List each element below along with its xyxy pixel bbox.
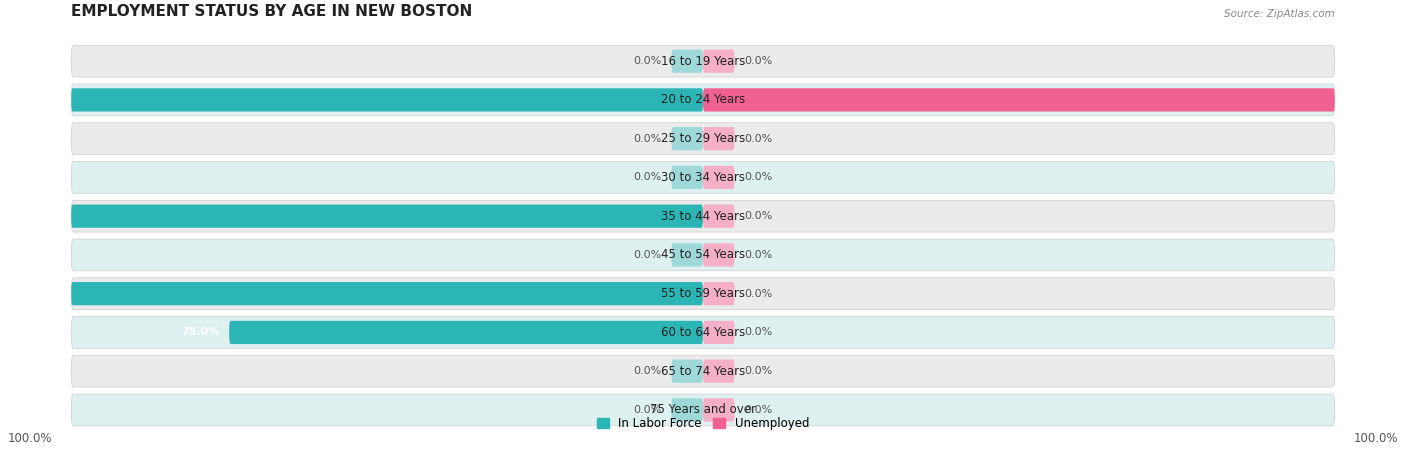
- FancyBboxPatch shape: [672, 398, 703, 422]
- FancyBboxPatch shape: [72, 316, 1334, 348]
- FancyBboxPatch shape: [72, 88, 703, 112]
- Text: 20 to 24 Years: 20 to 24 Years: [661, 94, 745, 106]
- FancyBboxPatch shape: [703, 50, 734, 73]
- Text: 0.0%: 0.0%: [744, 328, 772, 338]
- FancyBboxPatch shape: [703, 321, 734, 344]
- Text: 0.0%: 0.0%: [634, 56, 662, 66]
- FancyBboxPatch shape: [672, 243, 703, 266]
- Text: 55 to 59 Years: 55 to 59 Years: [661, 287, 745, 300]
- FancyBboxPatch shape: [72, 45, 1334, 77]
- FancyBboxPatch shape: [72, 282, 703, 305]
- FancyBboxPatch shape: [703, 205, 734, 228]
- Text: 75 Years and over: 75 Years and over: [650, 403, 756, 416]
- FancyBboxPatch shape: [703, 243, 734, 266]
- FancyBboxPatch shape: [703, 166, 734, 189]
- FancyBboxPatch shape: [72, 200, 1334, 232]
- FancyBboxPatch shape: [72, 394, 1334, 426]
- FancyBboxPatch shape: [72, 239, 1334, 271]
- Text: 0.0%: 0.0%: [634, 250, 662, 260]
- FancyBboxPatch shape: [672, 360, 703, 383]
- FancyBboxPatch shape: [672, 50, 703, 73]
- FancyBboxPatch shape: [672, 166, 703, 189]
- Text: 75.0%: 75.0%: [181, 328, 219, 338]
- Text: 0.0%: 0.0%: [634, 405, 662, 415]
- Text: EMPLOYMENT STATUS BY AGE IN NEW BOSTON: EMPLOYMENT STATUS BY AGE IN NEW BOSTON: [72, 4, 472, 19]
- Text: 0.0%: 0.0%: [744, 134, 772, 144]
- FancyBboxPatch shape: [672, 127, 703, 150]
- FancyBboxPatch shape: [703, 127, 734, 150]
- Text: 0.0%: 0.0%: [634, 366, 662, 376]
- Text: 100.0%: 100.0%: [15, 95, 62, 105]
- FancyBboxPatch shape: [72, 162, 1334, 194]
- Text: 30 to 34 Years: 30 to 34 Years: [661, 171, 745, 184]
- FancyBboxPatch shape: [703, 360, 734, 383]
- Text: 100.0%: 100.0%: [15, 211, 62, 221]
- Text: 0.0%: 0.0%: [744, 405, 772, 415]
- FancyBboxPatch shape: [72, 278, 1334, 310]
- FancyBboxPatch shape: [703, 282, 734, 305]
- Text: 0.0%: 0.0%: [744, 211, 772, 221]
- FancyBboxPatch shape: [72, 84, 1334, 116]
- FancyBboxPatch shape: [703, 88, 1334, 112]
- FancyBboxPatch shape: [703, 398, 734, 422]
- FancyBboxPatch shape: [72, 205, 703, 228]
- Text: 16 to 19 Years: 16 to 19 Years: [661, 54, 745, 68]
- Text: 0.0%: 0.0%: [744, 56, 772, 66]
- Text: 0.0%: 0.0%: [634, 172, 662, 182]
- Text: 45 to 54 Years: 45 to 54 Years: [661, 248, 745, 261]
- Text: 0.0%: 0.0%: [744, 172, 772, 182]
- Text: 0.0%: 0.0%: [744, 288, 772, 299]
- Text: 65 to 74 Years: 65 to 74 Years: [661, 364, 745, 378]
- Text: 100.0%: 100.0%: [1344, 95, 1391, 105]
- Text: 100.0%: 100.0%: [1354, 432, 1398, 446]
- FancyBboxPatch shape: [229, 321, 703, 344]
- Text: 35 to 44 Years: 35 to 44 Years: [661, 210, 745, 223]
- FancyBboxPatch shape: [72, 123, 1334, 154]
- Text: 100.0%: 100.0%: [15, 288, 62, 299]
- Legend: In Labor Force, Unemployed: In Labor Force, Unemployed: [592, 413, 814, 435]
- Text: 0.0%: 0.0%: [634, 134, 662, 144]
- Text: 0.0%: 0.0%: [744, 366, 772, 376]
- Text: 0.0%: 0.0%: [744, 250, 772, 260]
- Text: Source: ZipAtlas.com: Source: ZipAtlas.com: [1225, 9, 1334, 19]
- Text: 100.0%: 100.0%: [8, 432, 52, 446]
- FancyBboxPatch shape: [72, 356, 1334, 387]
- Text: 60 to 64 Years: 60 to 64 Years: [661, 326, 745, 339]
- Text: 25 to 29 Years: 25 to 29 Years: [661, 132, 745, 145]
